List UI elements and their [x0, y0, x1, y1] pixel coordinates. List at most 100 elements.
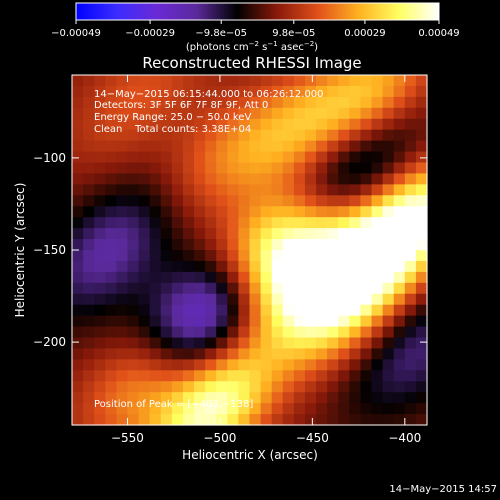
heatmap-cell: [238, 293, 251, 306]
heatmap-cell: [116, 293, 129, 306]
heatmap-cell: [249, 96, 262, 109]
heatmap-cell: [127, 140, 140, 153]
heatmap-cell: [105, 129, 117, 142]
heatmap-cell: [72, 239, 84, 251]
heatmap-cell: [83, 381, 95, 393]
heatmap-cell: [382, 414, 395, 426]
heatmap-cell: [72, 359, 84, 371]
heatmap-cell: [216, 151, 228, 164]
heatmap-cell: [304, 107, 317, 120]
heatmap-cell: [271, 326, 284, 339]
heatmap-cell: [360, 359, 373, 371]
heatmap-cell: [393, 239, 406, 251]
heatmap-cell: [282, 370, 295, 382]
heatmap-cell: [260, 250, 273, 262]
heatmap-cell: [94, 403, 106, 415]
x-tick-label: −550: [111, 431, 144, 445]
heatmap-cell: [327, 228, 339, 240]
heatmap-cell: [382, 206, 395, 218]
heatmap-cell: [149, 118, 162, 131]
heatmap-cell: [238, 348, 251, 360]
heatmap-cell: [404, 381, 417, 393]
heatmap-cell: [282, 282, 295, 295]
heatmap-cell: [371, 228, 384, 240]
heatmap-cell: [316, 392, 328, 404]
heatmap-cell: [415, 403, 428, 415]
heatmap-cell: [138, 239, 151, 251]
heatmap-cell: [149, 260, 162, 273]
heatmap-cell: [94, 381, 106, 393]
heatmap-cell: [205, 348, 217, 360]
heatmap-cell: [216, 184, 228, 196]
heatmap-cell: [293, 326, 306, 339]
heatmap-cell: [415, 370, 428, 382]
heatmap-cell: [83, 151, 95, 164]
heatmap-cell: [249, 271, 262, 284]
heatmap-cell: [249, 392, 262, 404]
heatmap-cell: [316, 228, 328, 240]
heatmap-cell: [171, 107, 184, 120]
heatmap-cell: [282, 162, 295, 175]
heatmap-cell: [182, 206, 195, 218]
heatmap-cell: [282, 315, 295, 328]
heatmap-cell: [349, 184, 362, 196]
heatmap-cell: [138, 162, 151, 175]
heatmap-cell: [260, 107, 273, 120]
heatmap-cell: [194, 260, 206, 273]
heatmap-cell: [216, 118, 228, 131]
heatmap-cell: [138, 381, 151, 393]
heatmap-cell: [393, 370, 406, 382]
heatmap-cell: [327, 129, 339, 142]
heatmap-cell: [205, 414, 217, 426]
heatmap-cell: [127, 414, 140, 426]
heatmap-cell: [160, 184, 173, 196]
heatmap-cell: [216, 206, 228, 218]
heatmap-cell: [127, 392, 140, 404]
heatmap-cell: [216, 162, 228, 175]
heatmap-cell: [271, 118, 284, 131]
heatmap-cell: [72, 348, 84, 360]
heatmap-cell: [83, 206, 95, 218]
heatmap-cell: [415, 118, 428, 131]
heatmap-cell: [293, 282, 306, 295]
heatmap-cell: [338, 381, 350, 393]
heatmap-cell: [171, 195, 184, 207]
heatmap-cell: [182, 85, 195, 98]
heatmap-cell: [149, 304, 162, 317]
heatmap-cell: [260, 140, 273, 153]
heatmap-cell: [371, 195, 384, 207]
heatmap-cell: [271, 228, 284, 240]
heatmap-cell: [360, 118, 373, 131]
heatmap-cell: [271, 206, 284, 218]
heatmap-cell: [182, 140, 195, 153]
heatmap-cell: [94, 85, 106, 98]
heatmap-cell: [304, 85, 317, 98]
heatmap-cell: [293, 414, 306, 426]
heatmap-cell: [116, 260, 129, 273]
heatmap-cell: [205, 206, 217, 218]
heatmap-cell: [282, 173, 295, 185]
heatmap-cell: [360, 107, 373, 120]
heatmap-cell: [338, 337, 350, 350]
heatmap-cell: [260, 206, 273, 218]
heatmap-cell: [316, 370, 328, 382]
heatmap-cell: [194, 326, 206, 339]
heatmap-cell: [316, 282, 328, 295]
heatmap-cell: [205, 96, 217, 109]
heatmap-cell: [415, 293, 428, 306]
heatmap-cell: [182, 315, 195, 328]
heatmap-cell: [249, 414, 262, 426]
heatmap-cell: [182, 282, 195, 295]
heatmap-cell: [393, 129, 406, 142]
heatmap-cell: [304, 293, 317, 306]
heatmap-cell: [94, 271, 106, 284]
heatmap-cell: [249, 304, 262, 317]
heatmap-cell: [216, 75, 228, 87]
heatmap-cell: [304, 337, 317, 350]
heatmap-cell: [227, 217, 239, 229]
heatmap-cell: [371, 337, 384, 350]
heatmap-cell: [282, 118, 295, 131]
heatmap-cell: [182, 348, 195, 360]
heatmap-cell: [316, 162, 328, 175]
heatmap-cell: [194, 293, 206, 306]
